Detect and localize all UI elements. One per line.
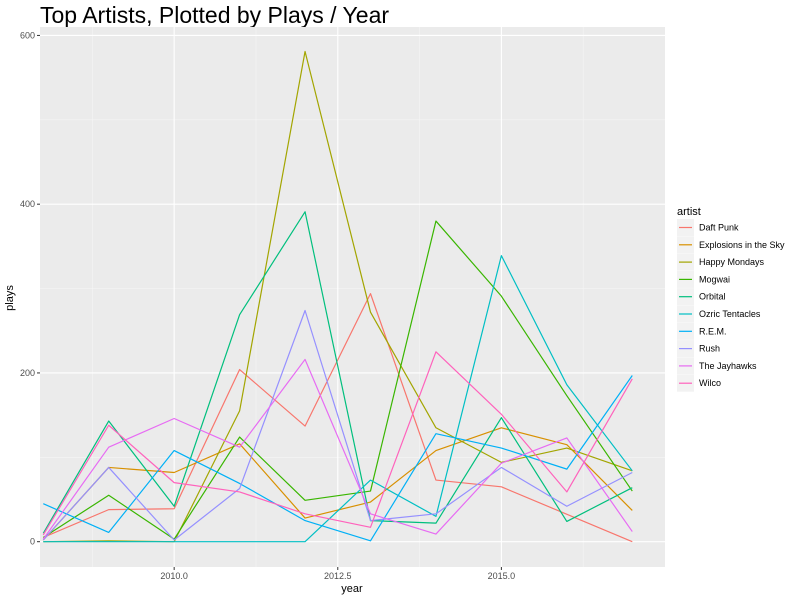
- series-line: [42, 309, 633, 541]
- legend-title: artist: [677, 206, 701, 218]
- y-axis-ticks: 0 200 400 600: [20, 30, 40, 547]
- legend-label: Orbital: [699, 292, 726, 302]
- y-tick-label: 0: [30, 537, 35, 547]
- chart-title: Top Artists, Plotted by Plays / Year: [40, 2, 389, 28]
- legend-label: R.E.M.: [699, 326, 727, 336]
- legend: artist Daft Punk Explosions in the Sky Hap…: [677, 206, 785, 392]
- y-tick-label: 600: [20, 30, 35, 40]
- series-lines: [42, 50, 633, 543]
- series-line: [42, 351, 633, 536]
- y-axis-title: plays: [4, 285, 16, 311]
- series-line: [43, 255, 633, 543]
- legend-label: The Jayhawks: [699, 361, 757, 371]
- legend-label: Explosions in the Sky: [699, 240, 785, 250]
- series-line: [43, 375, 633, 542]
- series-line: [42, 220, 633, 540]
- x-axis-ticks: 2010.0 2012.5 2015.0: [160, 567, 515, 581]
- legend-label: Rush: [699, 344, 720, 354]
- x-tick-label: 2015.0: [488, 571, 516, 581]
- plot-panel: [40, 27, 665, 567]
- minor-gridlines: [40, 27, 665, 567]
- series-line: [42, 427, 633, 541]
- legend-label: Ozric Tentacles: [699, 309, 761, 319]
- legend-label: Mogwai: [699, 274, 730, 284]
- x-axis-title: year: [341, 583, 363, 595]
- series-line: [42, 358, 633, 540]
- legend-label: Daft Punk: [699, 223, 739, 233]
- y-tick-label: 200: [20, 368, 35, 378]
- x-tick-label: 2010.0: [160, 571, 188, 581]
- legend-label: Wilco: [699, 378, 721, 388]
- x-tick-label: 2012.5: [324, 571, 352, 581]
- series-line: [42, 211, 633, 534]
- legend-label: Happy Mondays: [699, 257, 765, 267]
- y-tick-label: 400: [20, 199, 35, 209]
